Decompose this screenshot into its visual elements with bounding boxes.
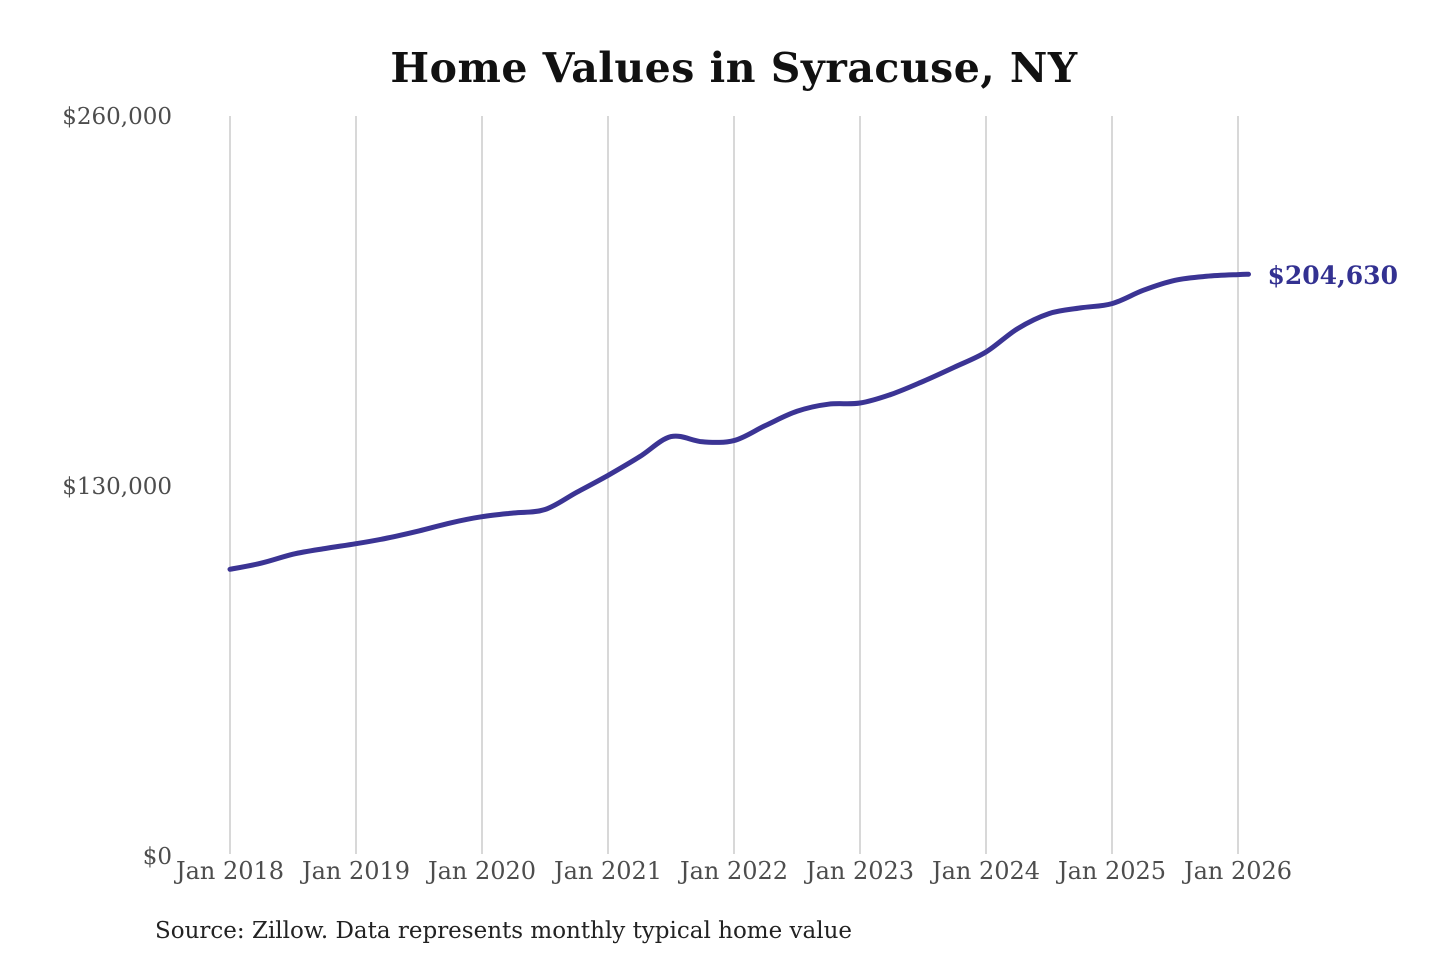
- x-tick-label: Jan 2019: [301, 857, 411, 885]
- end-value-label: $204,630: [1267, 261, 1398, 291]
- x-tick-label: Jan 2021: [553, 857, 663, 885]
- x-tick-label: Jan 2022: [679, 857, 789, 885]
- x-tick-label: Jan 2023: [805, 857, 915, 885]
- y-tick-label: $0: [142, 844, 172, 870]
- x-tick-label: Jan 2018: [175, 857, 285, 885]
- x-tick-label: Jan 2024: [931, 857, 1041, 885]
- chart-title: Home Values in Syracuse, NY: [390, 44, 1078, 92]
- x-tick-label: Jan 2020: [427, 857, 537, 885]
- y-tick-label: $130,000: [62, 473, 172, 500]
- y-tick-label: $260,000: [62, 103, 172, 130]
- home-value-line: [227, 271, 1251, 572]
- gridlines: [229, 116, 1239, 854]
- x-tick-label: Jan 2026: [1183, 857, 1293, 885]
- source-note: Source: Zillow. Data represents monthly …: [155, 918, 853, 944]
- x-tick-label: Jan 2025: [1057, 857, 1167, 885]
